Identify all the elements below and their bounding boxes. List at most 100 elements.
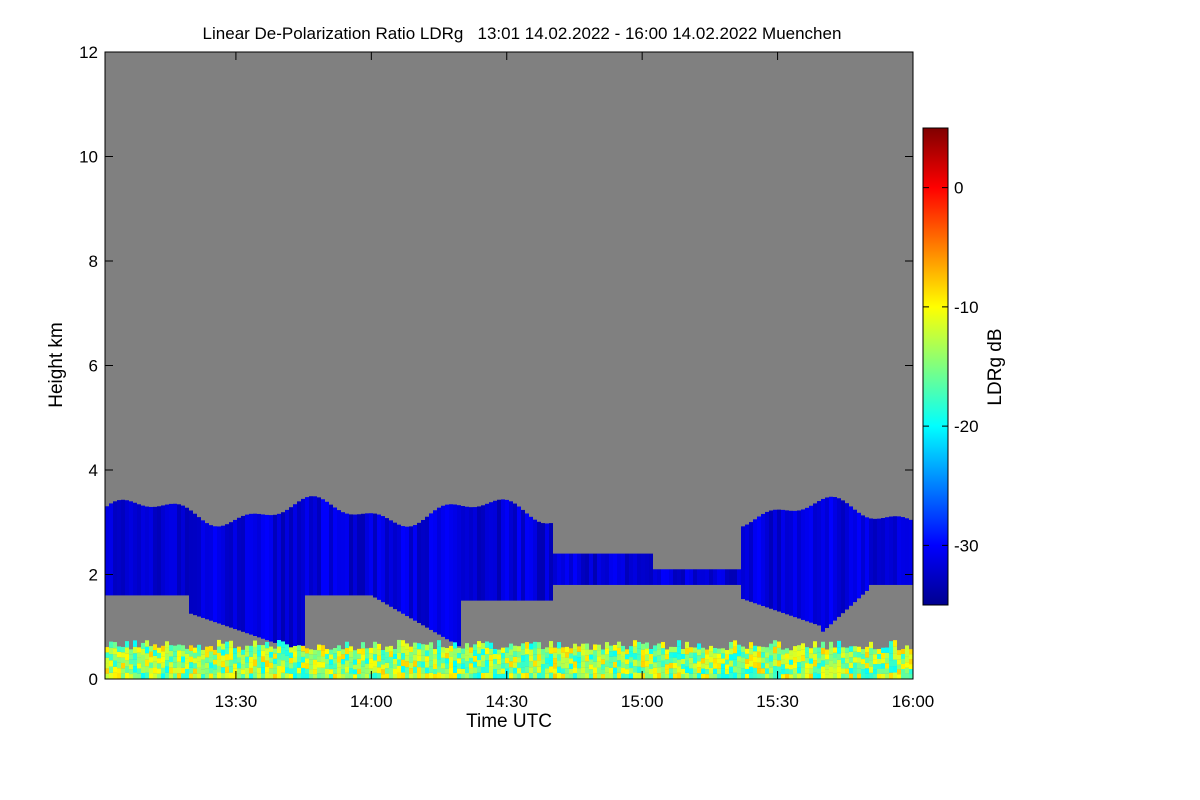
surface-cell — [273, 648, 277, 654]
surface-cell — [525, 648, 529, 655]
surface-cell — [325, 653, 329, 659]
cloud-cell — [601, 553, 605, 585]
surface-cell — [593, 667, 597, 674]
surface-cell — [717, 673, 721, 679]
cloud-cell — [865, 517, 869, 591]
cloud-cell — [609, 553, 613, 585]
surface-cell — [609, 656, 613, 663]
surface-cell — [113, 654, 117, 661]
surface-cell — [597, 667, 601, 674]
surface-cell — [633, 640, 637, 647]
surface-cell — [345, 654, 349, 661]
surface-cell — [381, 674, 385, 679]
surface-cell — [489, 642, 493, 649]
surface-cell — [253, 653, 257, 660]
surface-cell — [533, 660, 537, 667]
surface-cell — [797, 673, 801, 679]
surface-cell — [577, 668, 581, 674]
cloud-cell — [541, 523, 545, 601]
x-tick-label: 14:30 — [485, 692, 528, 711]
surface-cell — [849, 646, 853, 652]
surface-cell — [597, 644, 601, 651]
surface-cell — [265, 666, 269, 673]
surface-cell — [909, 659, 913, 665]
surface-cell — [373, 672, 377, 679]
surface-cell — [217, 672, 221, 679]
cloud-cell — [793, 510, 797, 618]
surface-cell — [613, 650, 617, 657]
surface-cell — [545, 652, 549, 658]
surface-cell — [757, 662, 761, 669]
cloud-cell — [573, 553, 577, 585]
cloud-cell — [145, 506, 149, 596]
surface-cell — [281, 660, 285, 667]
surface-cell — [525, 642, 529, 649]
surface-cell — [201, 659, 205, 665]
surface-cell — [753, 645, 757, 652]
cloud-cell — [165, 504, 169, 596]
surface-cell — [665, 674, 669, 679]
surface-cell — [501, 663, 505, 669]
cloud-cell — [657, 569, 661, 585]
surface-cell — [701, 658, 705, 664]
surface-cell — [121, 657, 125, 663]
surface-cell — [337, 656, 341, 663]
y-tick-label: 6 — [89, 357, 98, 376]
y-tick-label: 4 — [89, 461, 98, 480]
surface-cell — [745, 653, 749, 659]
cloud-cell — [265, 514, 269, 641]
surface-cell — [361, 672, 365, 679]
surface-cell — [777, 666, 781, 673]
x-tick-label: 13:30 — [215, 692, 258, 711]
cloud-cell — [425, 516, 429, 628]
surface-cell — [209, 673, 213, 679]
surface-cell — [429, 666, 433, 673]
cloud-cell — [909, 519, 913, 585]
surface-cell — [785, 668, 789, 674]
surface-cell — [673, 668, 677, 674]
surface-cell — [189, 673, 193, 679]
surface-cell — [209, 668, 213, 674]
surface-cell — [741, 668, 745, 674]
surface-cell — [669, 646, 673, 653]
surface-cell — [501, 647, 505, 653]
surface-cell — [541, 664, 545, 670]
surface-cell — [277, 659, 281, 667]
surface-cell — [249, 662, 253, 668]
surface-cell — [489, 654, 493, 661]
surface-cell — [381, 669, 385, 675]
surface-cell — [709, 673, 713, 679]
surface-cell — [489, 672, 493, 679]
surface-cell — [301, 656, 305, 663]
surface-cell — [673, 657, 677, 663]
surface-cell — [417, 673, 421, 679]
surface-cell — [225, 672, 229, 679]
surface-cell — [845, 668, 849, 674]
surface-cell — [193, 647, 197, 653]
x-tick-label: 16:00 — [892, 692, 935, 711]
surface-cell — [893, 646, 897, 654]
cloud-cell — [889, 516, 893, 585]
x-axis-label: Time UTC — [466, 711, 552, 732]
surface-cell — [281, 647, 285, 654]
cloud-cell — [777, 509, 781, 612]
surface-cell — [609, 651, 613, 657]
surface-cell — [401, 666, 405, 673]
surface-cell — [625, 669, 629, 675]
surface-cell — [853, 646, 857, 652]
surface-cell — [325, 658, 329, 664]
surface-cell — [873, 649, 877, 655]
surface-cell — [597, 650, 601, 657]
surface-cell — [353, 669, 357, 675]
surface-cell — [397, 652, 401, 660]
cloud-cell — [881, 517, 885, 585]
surface-cell — [869, 648, 873, 655]
surface-cell — [217, 639, 221, 647]
surface-cell — [897, 669, 901, 675]
surface-cell — [737, 667, 741, 674]
cloud-cell — [717, 569, 721, 585]
surface-cell — [837, 672, 841, 679]
surface-cell — [809, 663, 813, 669]
surface-cell — [169, 656, 173, 663]
surface-cell — [273, 658, 277, 664]
